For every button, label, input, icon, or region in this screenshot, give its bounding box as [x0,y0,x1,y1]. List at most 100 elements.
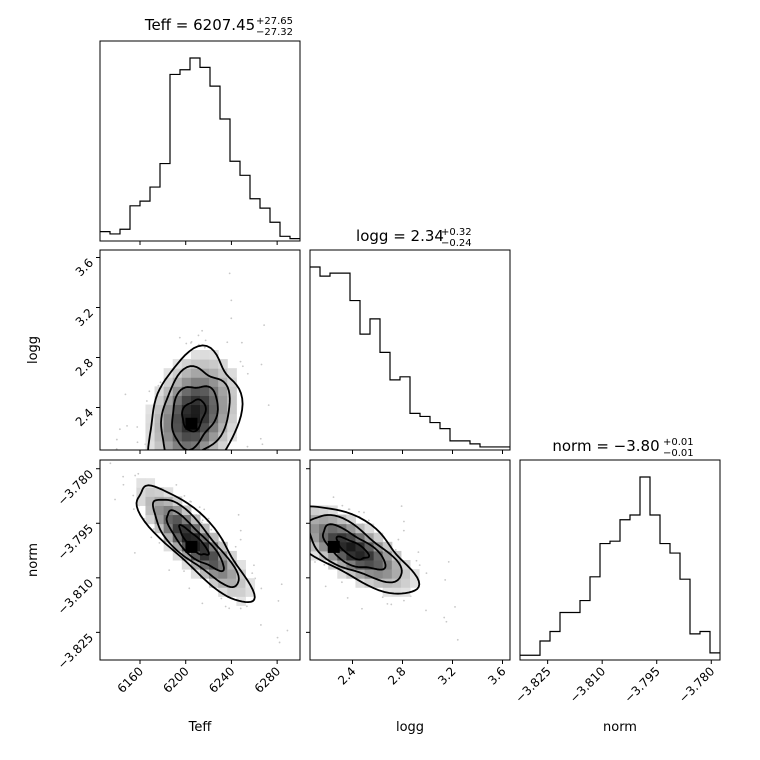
teff-norm-sample-point [109,462,112,465]
teff-norm-density-cell [245,578,256,588]
logg-histogram [310,266,510,448]
logg-norm-density-cell [364,541,375,552]
logg-norm-density-cell [310,514,320,525]
teff-norm-frame [99,459,301,661]
teff-logg-density-cell [200,413,210,424]
teff-logg-density-cell [145,440,156,450]
teff-hist-frame [99,40,301,242]
logg-norm-sample-point [266,532,268,534]
norm-hist-frame [519,459,721,661]
logg-norm-density-cell [382,560,393,570]
logg-norm-density-cell [373,560,384,570]
teff-logg-density-cell [227,404,237,415]
logg-title-upper: +0.32 [441,227,472,238]
teff-norm-density-cell [172,496,183,506]
teff-norm-sample-point [158,541,161,544]
logg-norm-sample-point [425,609,427,612]
logg-norm-sample-point [288,501,290,503]
teff-norm-density-cell [200,569,210,579]
logg-norm-sample-point [415,559,418,562]
teff-logg-density-cell [154,413,165,424]
norm-title: norm = −3.80 [552,437,659,455]
teff-logg-sample-point [149,451,151,453]
logg-norm-density-cell [373,550,384,561]
teff-norm-sample-point [245,605,248,608]
teff-logg-density-cell [181,377,192,387]
y-axis-label-norm: norm [26,543,41,577]
teff-logg-density-cell [200,440,210,450]
teff-norm-density-cell [209,532,219,543]
logg-norm-sample-point [303,503,305,505]
teff-logg-density-cell [218,386,228,396]
teff-norm-density-cell [154,505,165,516]
teff-norm-density-cell [145,505,156,516]
teff-logg-sample-point [204,339,207,342]
teff-logg-density-cell [163,422,174,433]
norm-y-ytick-label: −3.825 [55,631,96,672]
norm-y-ytick-label: −3.795 [55,521,96,562]
logg-norm-frame [309,459,511,661]
teff-norm-density-cell [181,532,192,543]
teff-norm-density-cell [190,532,201,543]
logg-norm-density-cell [391,569,402,579]
teff-norm-sample-point [278,641,281,644]
teff-logg-sample-point [173,452,175,454]
logg-norm-sample-point [367,519,370,522]
teff-logg-density-cell [181,404,192,415]
teff-logg-density-cell [227,386,237,396]
teff-logg-density-cell [154,404,165,415]
logg-norm-density-cell [319,523,329,534]
teff-logg-sample-point [153,467,155,469]
teff-norm-density-cell [145,487,156,497]
logg-norm-sample-point [306,503,308,505]
logg-norm-sample-point [305,558,307,560]
norm-title-lower: −0.01 [663,448,694,459]
logg-norm-xtick-label: 3.2 [435,664,458,687]
teff-norm-density-cell [136,478,146,488]
teff-logg-sample-point [241,365,244,368]
teff-logg-sample-point [263,324,266,327]
teff-norm-density-cell [172,505,183,516]
y-axis-label-logg: logg [26,336,41,364]
teff-norm-density-cell [154,496,165,506]
logg-y-ytick-label: 3.6 [73,256,96,279]
teff-norm-sample-point [97,461,99,463]
teff-norm-xtick-label: 6280 [252,664,283,695]
logg-norm-sample-point [417,551,420,554]
teff-logg-panel [99,249,301,469]
teff-logg-density-cell [172,413,183,424]
teff-norm-sample-point [152,528,155,530]
logg-norm-contour-1.5sigma [310,514,403,584]
norm-hist-xtick-label: −3.825 [512,664,553,705]
teff-logg-density-cell [200,386,210,396]
norm-hist-xtick-label: −3.795 [622,664,663,705]
teff-norm-density-cell [209,569,219,579]
teff-norm-sample-point [168,569,171,572]
teff-norm-sample-point [132,508,135,511]
logg-norm-density-cell [346,514,356,525]
logg-title: logg = 2.34 [356,227,444,245]
teff-norm-density-cell [209,578,219,588]
teff-logg-sample-point [246,372,249,375]
teff-logg-sample-point [157,384,160,387]
teff-logg-density-cell [172,377,183,387]
teff-norm-density-cell [145,478,156,488]
teff-norm-density-cell [200,523,210,534]
logg-norm-sample-point [444,579,447,581]
teff-logg-contour-0.5sigma [181,398,207,433]
teff-norm-sample-point [224,605,227,608]
teff-norm-contour-0.5sigma [178,524,210,556]
teff-norm-sample-point [234,545,237,548]
teff-norm-density-cell [172,541,183,552]
teff-norm-sample-point [200,521,203,524]
teff-logg-contour-2sigma [147,344,244,450]
teff-norm-density-cell [236,560,246,570]
teff-logg-density-cell [209,404,219,415]
teff-norm-sample-point [114,498,116,501]
logg-hist-frame [309,249,511,451]
teff-logg-sample-point [270,465,272,467]
logg-norm-density-cell [346,541,356,552]
logg-norm-sample-point [456,638,459,641]
logg-norm-density-cell [337,569,347,579]
logg-norm-sample-point [454,606,456,608]
